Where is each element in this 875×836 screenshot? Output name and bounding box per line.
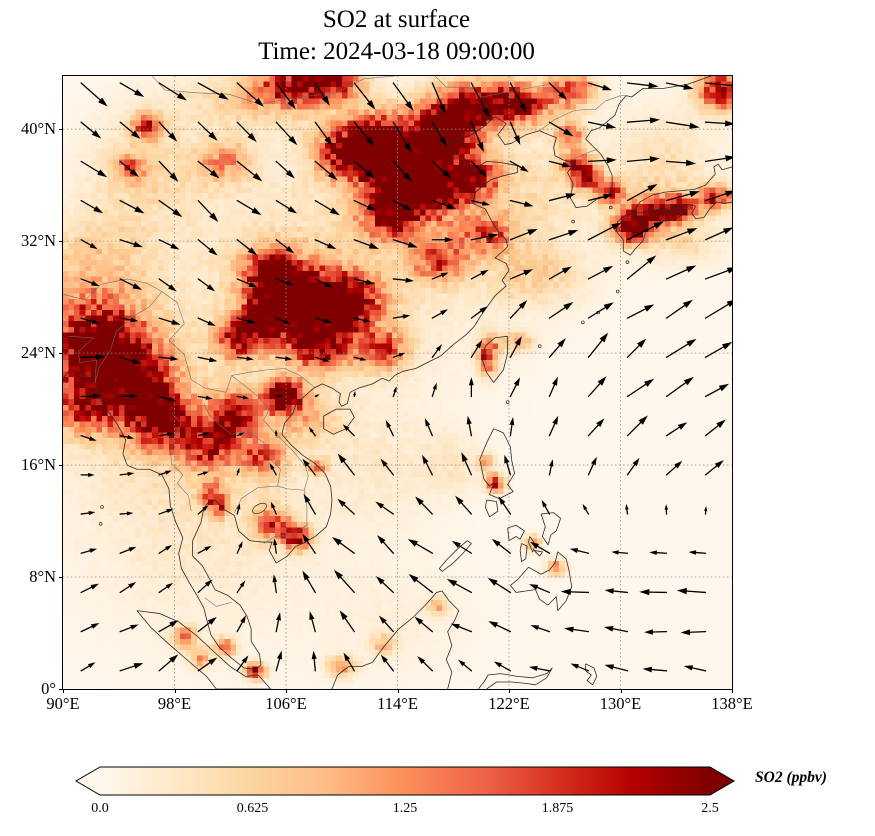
y-tick-label: 0°	[41, 679, 56, 698]
y-tick-mark	[59, 689, 63, 690]
colorbar-tick-label: 0.0	[91, 801, 109, 816]
y-tick-mark	[59, 353, 63, 355]
x-tick-label: 90°E	[46, 694, 80, 713]
colorbar-tick-label: 0.625	[236, 801, 269, 816]
colorbar-gradient	[75, 766, 735, 796]
colorbar	[75, 766, 735, 796]
y-tick-label: 40°N	[20, 119, 56, 139]
y-tick-label: 32°N	[20, 231, 56, 251]
map-plot-area	[62, 75, 733, 690]
y-tick-label: 24°N	[20, 343, 56, 363]
x-tick-mark	[286, 689, 287, 693]
chart-title: SO2 at surface Time: 2024-03-18 09:00:00	[62, 4, 731, 68]
so2-map-canvas	[63, 76, 732, 689]
y-tick-label: 8°N	[29, 567, 56, 587]
x-tick-mark	[509, 689, 510, 693]
y-tick-mark	[59, 577, 63, 579]
x-tick-mark	[63, 689, 64, 693]
x-tick-label: 114°E	[377, 694, 418, 713]
colorbar-label: SO2 (ppbv)	[755, 769, 827, 786]
x-tick-label: 138°E	[711, 694, 753, 713]
y-tick-mark	[59, 241, 63, 243]
colorbar-tick-label: 2.5	[701, 801, 719, 816]
x-tick-mark	[174, 689, 176, 693]
x-tick-label: 106°E	[265, 694, 307, 713]
y-tick-label: 16°N	[20, 455, 56, 475]
x-tick-mark	[620, 689, 622, 693]
colorbar-tick-label: 1.875	[541, 801, 574, 816]
chart-title-line1: SO2 at surface	[322, 6, 471, 33]
x-tick-mark	[732, 689, 733, 693]
y-tick-mark	[59, 465, 63, 467]
chart-title-line2: Time: 2024-03-18 09:00:00	[258, 38, 535, 65]
x-tick-label: 122°E	[488, 694, 530, 713]
x-tick-label: 130°E	[599, 694, 642, 713]
x-tick-label: 98°E	[157, 694, 192, 713]
y-tick-mark	[59, 129, 63, 131]
x-tick-mark	[397, 689, 399, 693]
colorbar-tick-label: 1.25	[392, 801, 418, 816]
